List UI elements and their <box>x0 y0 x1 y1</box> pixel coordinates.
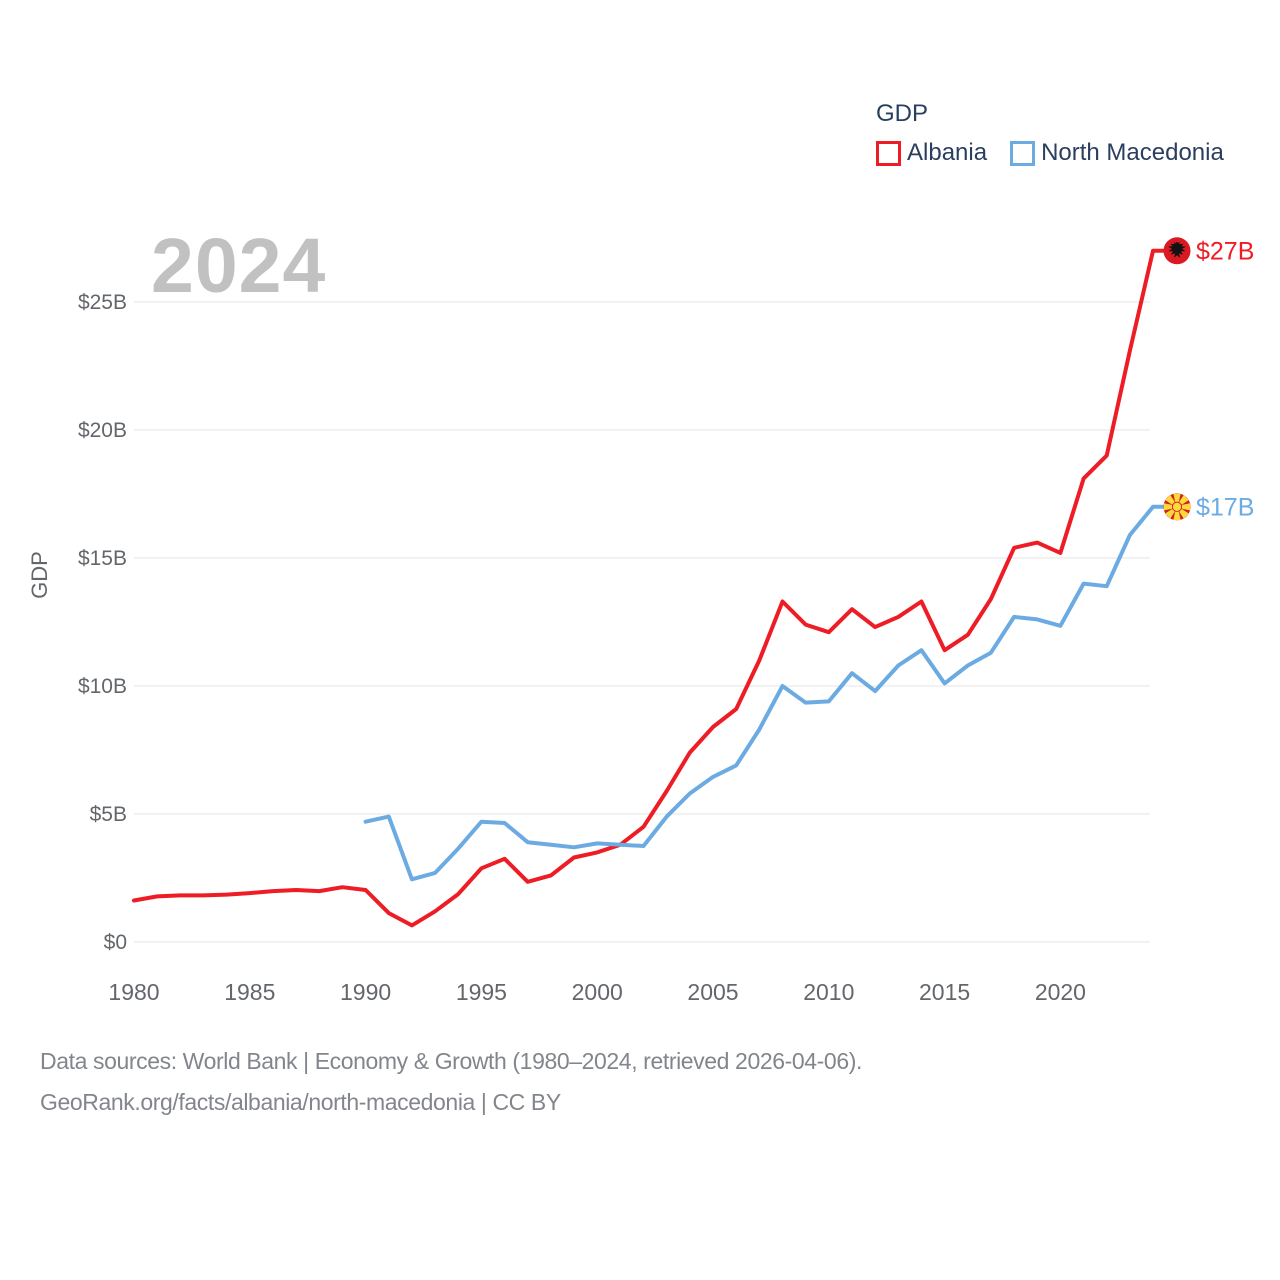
legend-items: Albania North Macedonia <box>876 139 1224 167</box>
x-tick-label: 2005 <box>687 979 738 1005</box>
x-tick-label: 2000 <box>572 979 623 1005</box>
x-axis-tick-labels: 1980 1985 1990 1995 2000 2005 2010 2015 2020 <box>108 979 1086 1005</box>
x-tick-label: 1985 <box>224 979 275 1005</box>
albania-flag-icon <box>1163 237 1191 265</box>
y-tick-label: $5B <box>90 803 127 826</box>
y-tick-label: $0 <box>104 931 127 954</box>
albania-swatch-icon <box>876 140 901 166</box>
north-macedonia-end-value-label: $17B <box>1196 493 1254 521</box>
x-tick-label: 1995 <box>456 979 507 1005</box>
legend-item-label: North Macedonia <box>1041 139 1224 166</box>
year-watermark: 2024 <box>151 223 327 309</box>
legend-title: GDP <box>876 100 929 127</box>
x-tick-label: 2020 <box>1035 979 1086 1005</box>
x-tick-label: 1980 <box>108 979 159 1005</box>
y-tick-label: $15B <box>78 547 127 570</box>
x-tick-label: 2015 <box>919 979 970 1005</box>
x-tick-label: 2010 <box>803 979 854 1005</box>
legend-item-label: Albania <box>907 139 988 166</box>
y-tick-label: $10B <box>78 675 127 698</box>
series-lines <box>132 248 1165 928</box>
y-tick-label: $25B <box>78 291 127 314</box>
y-axis-title: GDP <box>27 551 52 599</box>
legend-item-albania[interactable]: Albania <box>876 139 987 167</box>
y-axis-tick-labels: $0 $5B $10B $15B $20B $25B <box>78 291 127 954</box>
y-tick-label: $20B <box>78 419 127 442</box>
x-tick-label: 1990 <box>340 979 391 1005</box>
north-macedonia-swatch-icon <box>1010 140 1036 166</box>
data-sources-caption: Data sources: World Bank | Economy & Gro… <box>40 1048 862 1074</box>
legend: GDP Albania North Macedonia <box>876 100 1224 167</box>
north-macedonia-flag-icon <box>1163 493 1191 521</box>
albania-end-value-label: $27B <box>1196 237 1254 265</box>
albania-line[interactable] <box>132 248 1165 928</box>
gridlines <box>134 301 1150 943</box>
north_macedonia-line[interactable] <box>363 504 1165 882</box>
attribution-caption: GeoRank.org/facts/albania/north-macedoni… <box>40 1089 561 1115</box>
legend-item-north-macedonia[interactable]: North Macedonia <box>1010 139 1224 167</box>
